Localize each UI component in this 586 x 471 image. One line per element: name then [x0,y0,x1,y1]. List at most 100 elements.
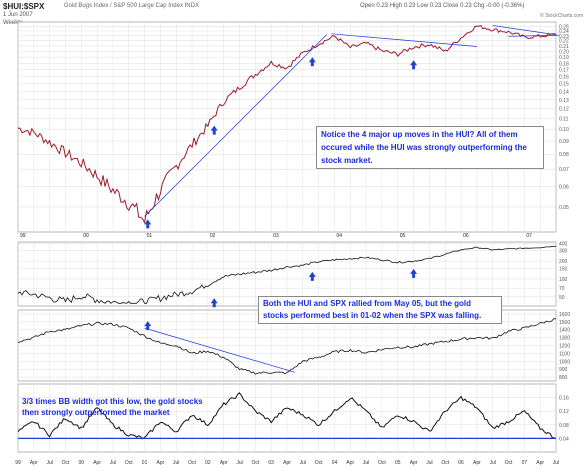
y-tick-label: 1300 [559,336,570,342]
year-tick-label: 03 [273,233,279,239]
y-tick-label: 0.12 [559,107,569,113]
up-arrow-icon [144,219,152,229]
x-tick-label: 04 [332,460,338,466]
x-tick-label: Jul [490,460,496,466]
x-tick-label: 00 [79,460,85,466]
x-tick-label: Oct [505,460,513,466]
y-tick-label: 0.11 [559,117,569,123]
year-tick-label: 00 [83,233,89,239]
up-arrow-icon [144,321,152,331]
series-line [17,318,557,375]
watermark-label: © StockCharts.com [540,13,584,19]
y-tick-label: 0.15 [559,82,569,88]
x-tick-label: 02 [205,460,211,466]
x-tick-label: Jul [426,460,432,466]
x-tick-label: Oct [62,460,70,466]
x-tick-label: Jul [553,460,559,466]
x-tick-label: Oct [188,460,196,466]
symbol-description: Gold Bugs Index / S&P 500 Large Cap Inde… [64,3,199,9]
ohlc-readout: Open 0.23 High 0.23 Low 0.23 Close 0.23 … [360,3,525,9]
y-tick-label: 0.08 [559,152,569,158]
year-tick-label: 02 [210,233,216,239]
up-arrow-icon [308,57,316,67]
series-line [17,245,557,304]
y-tick-label: 0.23 [559,34,569,40]
x-tick-label: Apr [220,460,228,466]
year-tick-label: 04 [336,233,342,239]
x-tick-label: 07 [522,460,528,466]
x-tick-label: 03 [268,460,274,466]
x-tick-label: Apr [473,460,481,466]
y-tick-label: 0.13 [559,98,569,104]
y-tick-label: 0.16 [559,74,569,80]
x-tick-label: Apr [283,460,291,466]
x-tick-label: Oct [315,460,323,466]
y-tick-label: 0.10 [559,127,569,133]
x-tick-label: Oct [125,460,133,466]
y-tick-label: 200 [559,259,568,265]
y-tick-label: 300 [559,249,568,255]
y-tick-label: 1500 [559,320,570,326]
trendline-spx [144,327,296,373]
year-tick-label: 05 [400,233,406,239]
y-tick-label: 50 [559,295,565,301]
y-tick-label: 0.04 [559,436,569,442]
y-tick-label: 0.18 [559,61,569,67]
date-label: 1 Jun 2007 [3,12,33,18]
trendline-recent [492,25,557,36]
y-tick-label: 0.21 [559,44,569,50]
x-tick-label: Oct [251,460,259,466]
y-tick-label: 0.05 [559,205,569,211]
y-tick-label: 100 [559,277,568,283]
y-tick-label: 70 [559,286,565,292]
bb-annotation-line1: 3/3 times BB width got this low, the gol… [22,397,203,406]
x-tick-label: Apr [93,460,101,466]
y-tick-label: 800 [559,375,568,381]
y-tick-label: 900 [559,367,568,373]
year-tick-label: 06 [463,233,469,239]
series-line [17,24,557,224]
trendline-falling [331,33,477,47]
up-arrow-icon [308,271,316,281]
symbol-title: $HUI:$SPX [3,2,45,11]
trendline-rising [144,34,327,217]
y-tick-label: 1400 [559,328,570,334]
x-tick-label: Jul [300,460,306,466]
x-tick-label: 06 [458,460,464,466]
y-tick-label: 1600 [559,312,570,318]
x-tick-label: Apr [346,460,354,466]
x-tick-label: 05 [395,460,401,466]
y-tick-label: 0.16 [559,396,569,402]
series-line [17,392,557,440]
y-tick-label: 0.12 [559,409,569,415]
bb-annotation-line2: then strongly outperformed the market [22,408,170,417]
y-tick-label: 0.20 [559,49,569,55]
year-tick-label: 99 [20,233,26,239]
y-tick-label: 0.14 [559,89,569,95]
y-tick-label: 0.06 [559,185,569,191]
mid-annotation: Both the HUI and SPX rallied from May 05… [258,296,502,324]
x-tick-label: Jul [46,460,52,466]
y-tick-label: 0.22 [559,39,569,45]
year-tick-label: 07 [526,233,532,239]
up-arrow-icon [210,298,218,308]
x-tick-label: Oct [441,460,449,466]
x-tick-label: Jul [363,460,369,466]
y-tick-label: 0.25 [559,24,569,30]
x-tick-label: Apr [536,460,544,466]
y-tick-label: 0.09 [559,139,569,145]
y-tick-label: 400 [559,241,568,247]
up-arrow-icon [210,125,218,135]
y-tick-label: 1200 [559,344,570,350]
y-tick-label: 0.07 [559,167,569,173]
x-tick-label: Apr [410,460,418,466]
x-tick-label: Apr [30,460,38,466]
y-tick-label: 0.19 [559,55,569,61]
x-tick-label: Jul [110,460,116,466]
y-tick-label: 1100 [559,351,570,357]
x-tick-label: Jul [236,460,242,466]
y-tick-label: 1000 [559,359,570,365]
x-tick-label: Oct [378,460,386,466]
x-tick-label: 99 [15,460,21,466]
